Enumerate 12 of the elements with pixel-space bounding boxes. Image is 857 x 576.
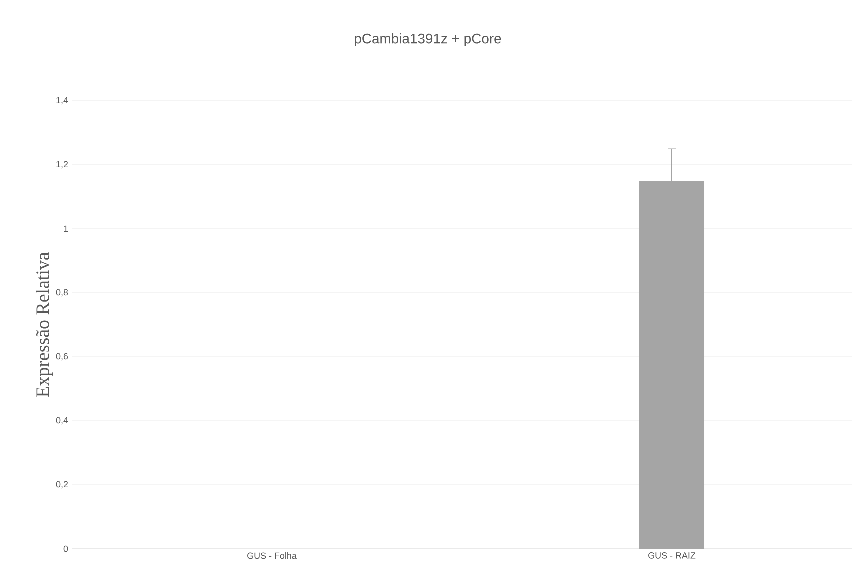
x-tick-label: GUS - Folha <box>248 552 297 560</box>
y-tick-label: 1,4 <box>56 97 68 105</box>
chart-title: pCambia1391z + pCore <box>355 33 502 46</box>
y-tick-label: 0 <box>64 546 68 552</box>
y-tick-label: 1 <box>64 226 68 232</box>
y-tick-label: 0,4 <box>56 417 68 425</box>
y-axis-title: Expressão Relativa <box>36 252 54 398</box>
y-tick-label: 1,2 <box>56 161 68 169</box>
x-tick-label: GUS - RAIZ <box>648 552 696 559</box>
y-tick-label: 0,6 <box>56 353 68 361</box>
y-tick-label: 0,2 <box>56 481 68 489</box>
y-tick-label: 0,8 <box>56 289 68 297</box>
